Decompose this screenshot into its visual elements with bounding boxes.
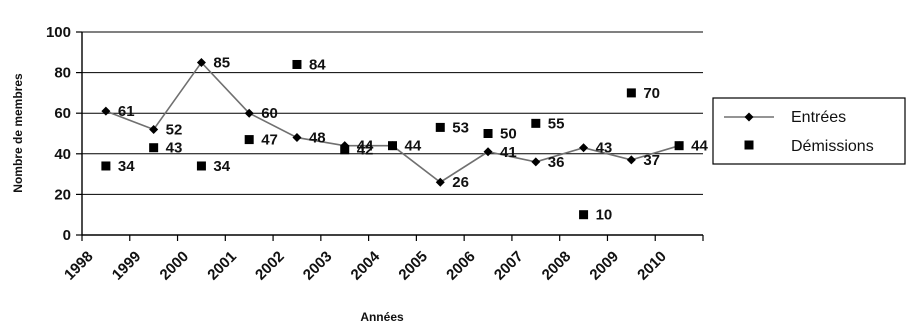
x-tick-label-2002: 2002 xyxy=(252,248,288,284)
point-demissions-2003 xyxy=(340,145,350,155)
point-demissions-2007 xyxy=(531,118,541,128)
point-entrees-2009 xyxy=(626,155,636,165)
x-tick-label-2003: 2003 xyxy=(300,248,336,284)
point-entrees-2005 xyxy=(435,177,445,187)
x-tick-label-2010: 2010 xyxy=(634,248,670,284)
legend-demissions-marker xyxy=(744,140,754,150)
y-tick-label-40: 40 xyxy=(54,146,71,163)
legend-entrees-label: Entrées xyxy=(791,109,846,126)
x-tick-labels: 1998 1999 2000 2001 2002 2003 2004 2005 2006 2007… xyxy=(61,248,670,284)
label-demissions-2008: 10 xyxy=(596,207,613,224)
y-tick-label-20: 20 xyxy=(54,186,71,203)
point-demissions-2000 xyxy=(196,161,206,171)
point-demissions-2001 xyxy=(244,135,254,145)
x-tick-label-2005: 2005 xyxy=(395,248,431,284)
x-tick-label-2007: 2007 xyxy=(491,248,527,284)
point-entrees-2000 xyxy=(196,57,206,67)
label-demissions-2002: 84 xyxy=(309,56,326,73)
y-axis-title: Nombre de membres xyxy=(11,73,25,193)
point-demissions-2010 xyxy=(674,141,684,151)
label-demissions-2006: 50 xyxy=(500,126,517,143)
label-demissions-1999: 43 xyxy=(166,140,183,157)
x-axis-title: Années xyxy=(360,310,404,324)
series xyxy=(101,57,684,220)
label-entrees-2010: 44 xyxy=(691,138,708,155)
point-demissions-2008 xyxy=(579,210,589,220)
label-entrees-2001: 60 xyxy=(261,105,278,122)
x-tick-label-2000: 2000 xyxy=(157,248,193,284)
point-entrees-2001 xyxy=(244,108,254,118)
y-tick-labels: 0 20 40 60 80 100 xyxy=(46,24,71,244)
x-tick-label-1999: 1999 xyxy=(109,248,145,284)
label-demissions-2000: 34 xyxy=(213,158,230,175)
label-entrees-2004: 44 xyxy=(405,138,422,155)
legend-box xyxy=(712,97,906,165)
label-entrees-2008: 43 xyxy=(596,140,613,157)
label-demissions-2007: 55 xyxy=(548,115,565,132)
point-entrees-1998 xyxy=(101,106,111,116)
axes xyxy=(76,31,704,241)
point-demissions-2009 xyxy=(626,88,636,98)
label-entrees-2006: 41 xyxy=(500,144,517,161)
label-entrees-2007: 36 xyxy=(548,154,565,171)
point-demissions-2006 xyxy=(483,129,493,138)
label-entrees-2005: 26 xyxy=(452,174,469,191)
data-labels: 61 52 85 60 48 44 44 26 41 36 43 37 44 34 43 34 47 84 42 53… xyxy=(118,54,709,223)
label-entrees-2002: 48 xyxy=(309,130,326,147)
y-tick-label-80: 80 xyxy=(54,65,71,82)
y-tick-label-60: 60 xyxy=(54,105,71,122)
label-demissions-1998: 34 xyxy=(118,158,135,175)
x-tick-label-2004: 2004 xyxy=(348,248,384,284)
label-entrees-1999: 52 xyxy=(166,121,183,138)
legend: Entrées Démissions xyxy=(712,97,906,165)
point-demissions-2005 xyxy=(435,122,445,132)
gridlines xyxy=(82,31,703,195)
point-entrees-1999 xyxy=(149,124,159,134)
x-tick-label-2001: 2001 xyxy=(204,248,240,284)
label-entrees-2000: 85 xyxy=(213,54,230,71)
point-entrees-2007 xyxy=(531,157,541,167)
x-tick-label-2006: 2006 xyxy=(443,248,479,284)
point-entrees-2006 xyxy=(483,147,493,157)
x-tick-label-1998: 1998 xyxy=(61,248,97,284)
label-demissions-2001: 47 xyxy=(261,132,278,149)
label-entrees-2003: 44 xyxy=(357,138,374,155)
label-demissions-2009: 70 xyxy=(643,85,660,102)
point-demissions-2002 xyxy=(292,59,302,69)
y-tick-label-100: 100 xyxy=(46,24,71,41)
label-entrees-1998: 61 xyxy=(118,103,135,120)
point-demissions-1999 xyxy=(149,143,159,153)
x-tick-label-2009: 2009 xyxy=(586,248,622,284)
point-demissions-2004 xyxy=(388,141,397,151)
point-entrees-2002 xyxy=(292,133,302,143)
point-demissions-1998 xyxy=(101,161,111,171)
legend-demissions-label: Démissions xyxy=(791,138,874,155)
label-entrees-2009: 37 xyxy=(643,152,660,169)
point-entrees-2008 xyxy=(579,143,589,153)
legend-entrees-marker xyxy=(744,112,754,122)
y-tick-label-0: 0 xyxy=(63,227,71,244)
label-demissions-2003: 42 xyxy=(357,142,374,159)
series-entrees-line xyxy=(105,61,680,184)
label-demissions-2005: 53 xyxy=(452,119,469,136)
x-tick-label-2008: 2008 xyxy=(539,248,575,284)
